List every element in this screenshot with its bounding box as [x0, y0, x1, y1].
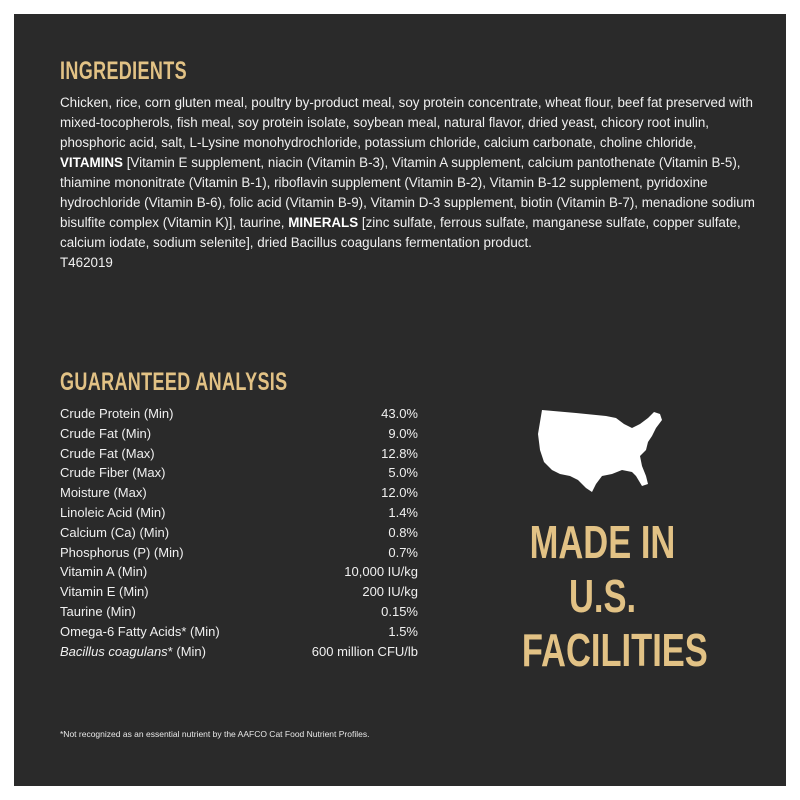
badge-line: FACILITIES: [521, 624, 708, 676]
analysis-row: Omega-6 Fatty Acids* (Min) 1.5%: [60, 622, 418, 642]
analysis-row: Vitamin A (Min) 10,000 IU/kg: [60, 562, 418, 582]
analysis-row: Crude Protein (Min) 43.0%: [60, 404, 418, 424]
nutrient-label: Bacillus coagulans* (Min): [60, 642, 206, 662]
footnote: *Not recognized as an essential nutrient…: [60, 729, 370, 739]
nutrient-value: 12.0%: [381, 485, 418, 501]
analysis-table: Crude Protein (Min) 43.0% Crude Fat (Min) 9…: [60, 404, 418, 661]
analysis-row: Vitamin E (Min) 200 IU/kg: [60, 582, 418, 602]
badge-line: MADE IN: [529, 516, 676, 568]
analysis-row: Moisture (Max) 12.0%: [60, 483, 418, 503]
analysis-row: Taurine (Min) 0.15%: [60, 602, 418, 622]
analysis-row: Crude Fiber (Max) 5.0%: [60, 463, 418, 483]
analysis-row: Crude Fat (Max) 12.8%: [60, 444, 418, 464]
nutrient-value: 1.5%: [388, 623, 418, 639]
analysis-row: Crude Fat (Min) 9.0%: [60, 424, 418, 444]
nutrient-label: Crude Protein (Min): [60, 406, 174, 421]
nutrient-value: 0.7%: [388, 544, 418, 560]
nutrient-value: 200 IU/kg: [362, 584, 418, 600]
nutrient-label: Crude Fat (Max): [60, 445, 155, 461]
nutrient-value: 1.4%: [388, 504, 418, 520]
analysis-row: Phosphorus (P) (Min) 0.7%: [60, 543, 418, 563]
analysis-row: Linoleic Acid (Min) 1.4%: [60, 503, 418, 523]
nutrient-value: 10,000 IU/kg: [344, 564, 418, 580]
nutrient-label: Omega-6 Fatty Acids* (Min): [60, 623, 220, 639]
nutrient-value: 5.0%: [388, 465, 418, 481]
vitamins-label: VITAMINS: [60, 155, 123, 170]
nutrient-label: Crude Fat (Min): [60, 425, 152, 441]
nutrient-label: Crude Fiber (Max): [60, 465, 166, 481]
usa-map-icon: [538, 410, 662, 492]
analysis-heading: GUARANTEED ANALYSIS: [60, 368, 288, 396]
badge-line: U.S.: [568, 570, 637, 622]
nutrient-value: 0.8%: [388, 524, 418, 540]
nutrient-label: Linoleic Acid (Min): [60, 504, 166, 520]
analysis-row: Bacillus coagulans* (Min) 600 million CFU…: [60, 642, 418, 662]
nutrient-label: Moisture (Max): [60, 485, 147, 501]
nutrient-value: 9.0%: [388, 425, 418, 441]
nutrient-label-rest: * (Min): [167, 643, 206, 659]
ingredients-part: [zinc sulfate, ferrous sulfate, manganes…: [60, 215, 741, 250]
nutrient-label: Vitamin A (Min): [60, 564, 148, 580]
ingredients-heading: INGREDIENTS: [60, 57, 187, 85]
nutrient-label: Vitamin E (Min): [60, 584, 149, 600]
nutrient-value: 12.8%: [381, 445, 418, 461]
ingredients-part: [Vitamin E supplement, niacin (Vitamin B…: [60, 155, 755, 230]
nutrient-label: Taurine (Min): [60, 603, 136, 619]
nutrient-value: 43.0%: [381, 406, 418, 421]
nutrient-value: 600 million CFU/lb: [311, 643, 418, 659]
minerals-label: MINERALS: [288, 215, 359, 230]
ingredients-text: Chicken, rice, corn gluten meal, poultry…: [60, 93, 760, 273]
label-panel: [14, 14, 786, 786]
product-code: T462019: [60, 255, 113, 270]
nutrient-label: Calcium (Ca) (Min): [60, 524, 170, 540]
analysis-row: Calcium (Ca) (Min) 0.8%: [60, 523, 418, 543]
made-in-usa-badge: MADE IN U.S. FACILITIES: [495, 515, 710, 677]
nutrient-label-italic: Bacillus coagulans: [60, 643, 168, 659]
ingredients-part: Chicken, rice, corn gluten meal, poultry…: [60, 95, 753, 150]
nutrient-label: Phosphorus (P) (Min): [60, 544, 184, 560]
nutrient-value: 0.15%: [381, 603, 418, 619]
